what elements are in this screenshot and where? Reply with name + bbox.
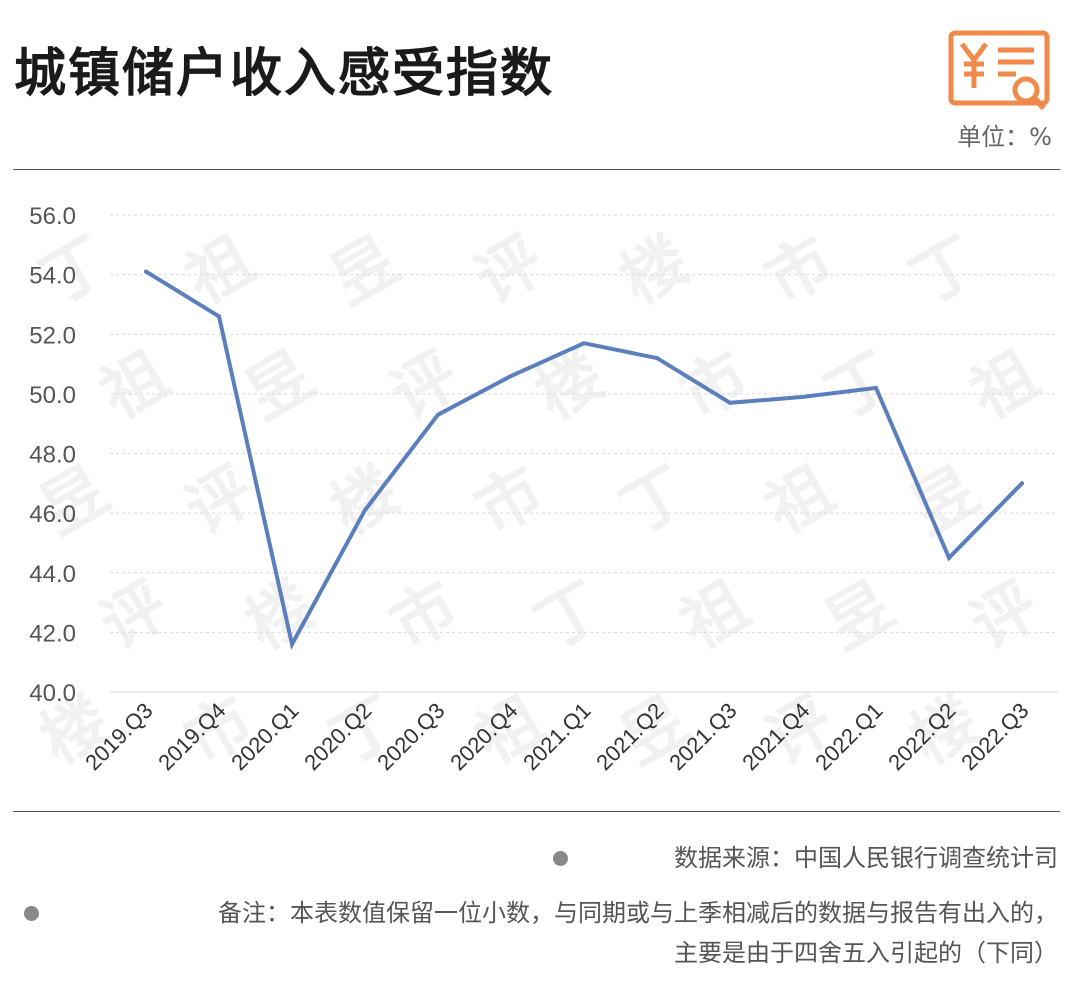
x-tick-label: 2020.Q2 (299, 698, 376, 775)
y-tick-label: 42.0 (29, 620, 76, 647)
y-tick-label: 54.0 (29, 263, 76, 290)
y-tick-label: 40.0 (29, 680, 76, 707)
y-tick-label: 46.0 (29, 501, 76, 528)
y-tick-label: 48.0 (29, 442, 76, 469)
x-tick-label: 2021.Q2 (591, 698, 668, 775)
data-point (144, 269, 148, 274)
y-tick-label: 52.0 (29, 322, 76, 349)
data-point (436, 412, 440, 417)
x-tick-label: 2020.Q4 (445, 698, 522, 775)
data-point (728, 400, 732, 405)
source-bullet (553, 851, 568, 866)
data-point (947, 555, 951, 560)
data-point (655, 356, 659, 361)
note-line-1: 备注：本表数值保留一位小数，与同期或与上季相减后的数据与报告有出入的， (218, 899, 1058, 927)
data-point (801, 394, 805, 399)
x-tick-label: 2021.Q4 (737, 698, 814, 775)
data-point (217, 314, 221, 319)
page-title: 城镇储户收入感受指数 (14, 44, 555, 104)
top-divider (13, 169, 1060, 170)
bottom-divider (13, 811, 1060, 812)
data-source: 数据来源：中国人民银行调查统计司 (674, 844, 1058, 872)
x-tick-label: 2021.Q3 (664, 698, 741, 775)
data-point (582, 341, 586, 346)
note-bullet (24, 906, 39, 921)
x-tick-label: 2020.Q3 (372, 698, 449, 775)
x-tick-label: 2021.Q1 (518, 698, 595, 775)
x-tick-label: 2019.Q4 (153, 698, 230, 775)
data-point (1020, 481, 1024, 486)
note-line-2: 主要是由于四舍五入引起的（下同） (674, 939, 1058, 967)
yen-document-search-icon (948, 30, 1050, 111)
data-point (874, 385, 878, 390)
series-line (144, 269, 1024, 650)
data-point (290, 642, 294, 647)
x-tick-label: 2019.Q3 (80, 698, 157, 775)
y-tick-label: 56.0 (29, 203, 76, 230)
unit-label: 单位：% (957, 123, 1052, 151)
y-tick-label: 50.0 (29, 382, 76, 409)
x-tick-label: 2020.Q1 (226, 698, 303, 775)
data-point (509, 373, 513, 378)
y-tick-label: 44.0 (29, 561, 76, 588)
data-point (363, 508, 367, 513)
x-tick-label: 2022.Q3 (956, 698, 1033, 775)
x-tick-label: 2022.Q2 (883, 698, 960, 775)
x-tick-label: 2022.Q1 (810, 698, 887, 775)
